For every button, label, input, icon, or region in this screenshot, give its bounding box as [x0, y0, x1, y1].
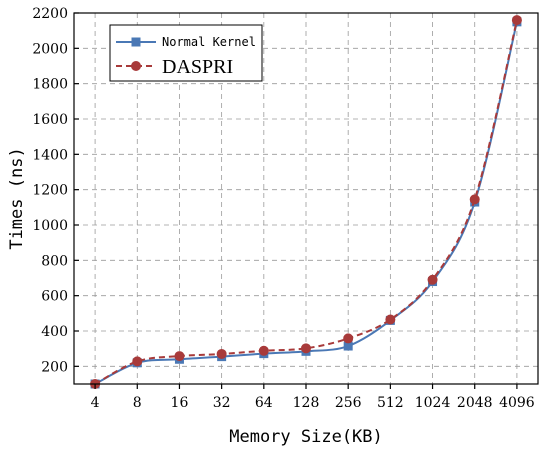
- x-tick-label: 2048: [457, 395, 493, 411]
- y-tick-label: 1800: [32, 77, 68, 93]
- legend-marker-normal-kernel: [131, 37, 141, 47]
- x-tick-label: 128: [293, 395, 320, 411]
- y-axis: 200 400 600 800 1000 1200 1400 1600 1800 2000 2200: [32, 6, 79, 375]
- x-tick-label: 4: [91, 395, 100, 411]
- data-point-daspri: [343, 333, 354, 344]
- y-tick-label: 2000: [32, 41, 68, 57]
- x-tick-label: 32: [213, 395, 231, 411]
- y-tick-label: 200: [41, 359, 68, 375]
- y-tick-label: 1000: [32, 218, 68, 234]
- y-tick-label: 400: [41, 324, 68, 340]
- data-point-daspri: [258, 345, 269, 356]
- series-daspri: [90, 15, 522, 389]
- x-tick-label: 256: [335, 395, 362, 411]
- legend-marker-daspri: [131, 61, 141, 71]
- x-tick-label: 8: [133, 395, 142, 411]
- data-point-daspri: [174, 351, 185, 362]
- data-point-daspri: [385, 314, 396, 325]
- legend-label-daspri: DASPRI: [162, 56, 233, 78]
- y-tick-label: 800: [41, 253, 68, 269]
- x-axis-title: Memory Size(KB): [229, 427, 383, 447]
- data-point-daspri: [216, 348, 227, 359]
- legend-label-normal-kernel: Normal Kernel: [162, 35, 256, 49]
- data-point-daspri: [132, 356, 143, 367]
- legend: Normal Kernel DASPRI: [109, 24, 263, 82]
- data-point-daspri: [301, 343, 311, 354]
- x-tick-label: 1024: [415, 395, 451, 411]
- y-tick-label: 1400: [32, 147, 68, 163]
- legend-box: [109, 24, 263, 82]
- series-layer: [90, 15, 522, 389]
- data-point-daspri: [511, 15, 522, 26]
- x-tick-label: 4096: [499, 395, 535, 411]
- y-tick-label: 1200: [32, 183, 68, 199]
- y-tick-label: 600: [41, 289, 68, 305]
- x-tick-label: 512: [377, 395, 404, 411]
- x-tick-label: 16: [171, 395, 189, 411]
- data-point-daspri: [427, 274, 438, 285]
- y-axis-title: Times (ns): [7, 147, 27, 249]
- series-line-daspri: [94, 19, 518, 385]
- y-tick-label: 1600: [32, 112, 68, 128]
- data-point-normal-kernel: [343, 341, 353, 351]
- x-tick-label: 64: [255, 395, 273, 411]
- data-point-daspri: [469, 194, 480, 205]
- y-tick-label: 2200: [32, 6, 68, 22]
- x-axis: 4 8 16 32 64 128 256 512 1024 2048 4096: [91, 384, 535, 411]
